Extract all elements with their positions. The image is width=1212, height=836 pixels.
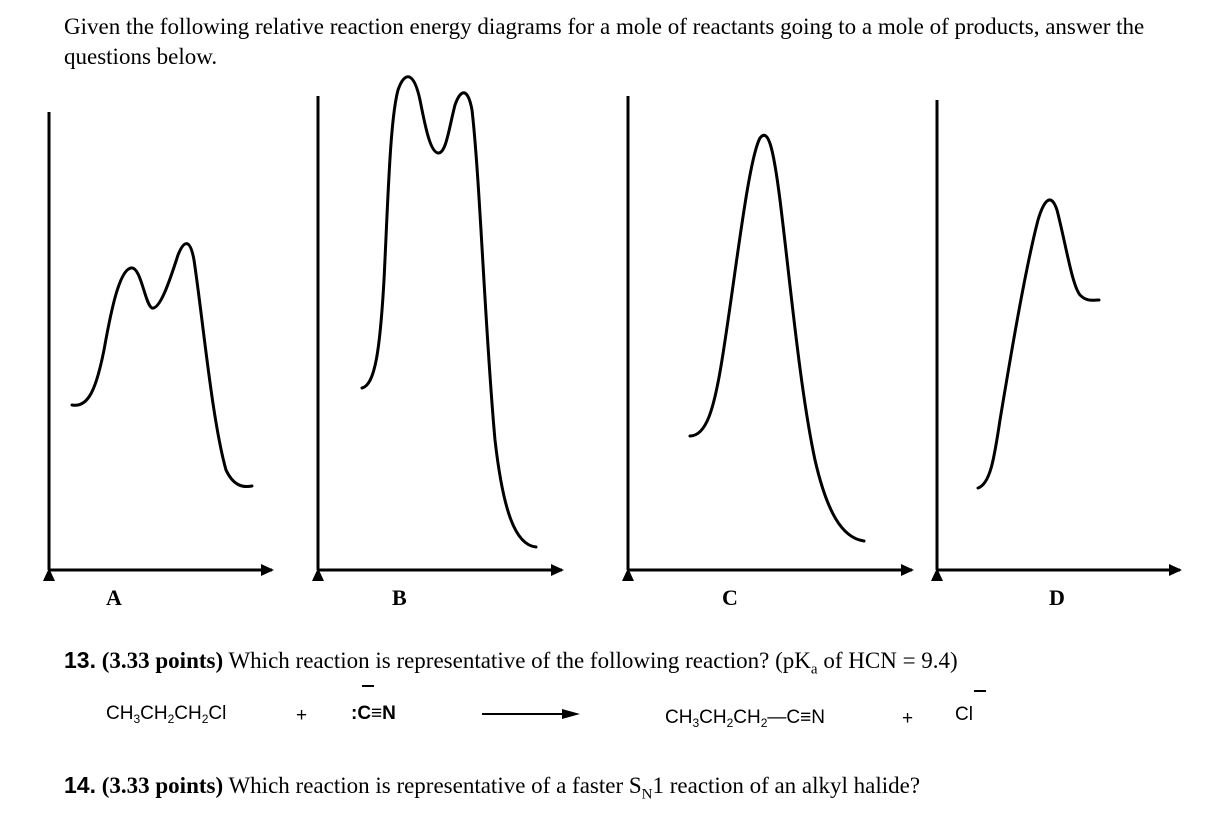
question-14-subscript: N <box>641 786 653 803</box>
question-14-points: (3.33 points) <box>101 773 224 798</box>
diagram-b-curve <box>360 75 538 549</box>
diagram-a-curve <box>70 242 254 489</box>
question-13-text-after: of HCN = 9.4) <box>817 648 958 673</box>
chloride-negative-charge <box>974 690 986 692</box>
diagram-a-label: A <box>106 585 122 610</box>
diagram-d: D <box>937 100 1180 610</box>
question-13-number: 13. <box>64 647 96 673</box>
plus-sign-1: + <box>296 705 308 726</box>
diagram-d-axes <box>937 100 1180 570</box>
diagram-c-axes <box>628 96 912 570</box>
energy-diagrams: A B C D <box>0 75 1212 610</box>
intro-text: Given the following relative reaction en… <box>64 14 1145 69</box>
diagram-b: B <box>318 75 562 610</box>
question-14-text-before: Which reaction is representative of a fa… <box>223 773 642 798</box>
diagram-c-curve <box>688 133 866 543</box>
question-13-text-before: Which reaction is representative of the … <box>223 648 811 673</box>
product-chloride: Cl <box>955 704 973 725</box>
question-14-text-after: 1 reaction of an alkyl halide? <box>652 773 921 798</box>
diagram-c-label: C <box>722 585 738 610</box>
diagram-a: A <box>49 112 272 610</box>
diagram-c: C <box>628 96 912 610</box>
diagram-b-label: B <box>392 585 407 610</box>
question-14-number: 14. <box>64 772 96 798</box>
reaction-arrow <box>482 709 580 719</box>
question-13-subscript: a <box>810 661 818 678</box>
cyanide-negative-charge <box>362 685 374 687</box>
product-butanenitrile: CH3CH2CH2—C≡N <box>665 707 825 730</box>
plus-sign-2: + <box>902 708 914 729</box>
diagram-d-curve <box>976 198 1101 490</box>
question-13: 13. (3.33 points) Which reaction is repr… <box>64 647 958 679</box>
question-14: 14. (3.33 points) Which reaction is repr… <box>64 772 920 804</box>
diagram-b-axes <box>318 96 562 570</box>
reactant-propyl-chloride: CH3CH2CH2Cl <box>106 703 227 726</box>
reactant-cyanide: :C≡N <box>351 703 396 724</box>
question-13-points: (3.33 points) <box>101 648 224 673</box>
diagram-d-label: D <box>1049 585 1065 610</box>
diagram-a-axes <box>49 112 272 570</box>
